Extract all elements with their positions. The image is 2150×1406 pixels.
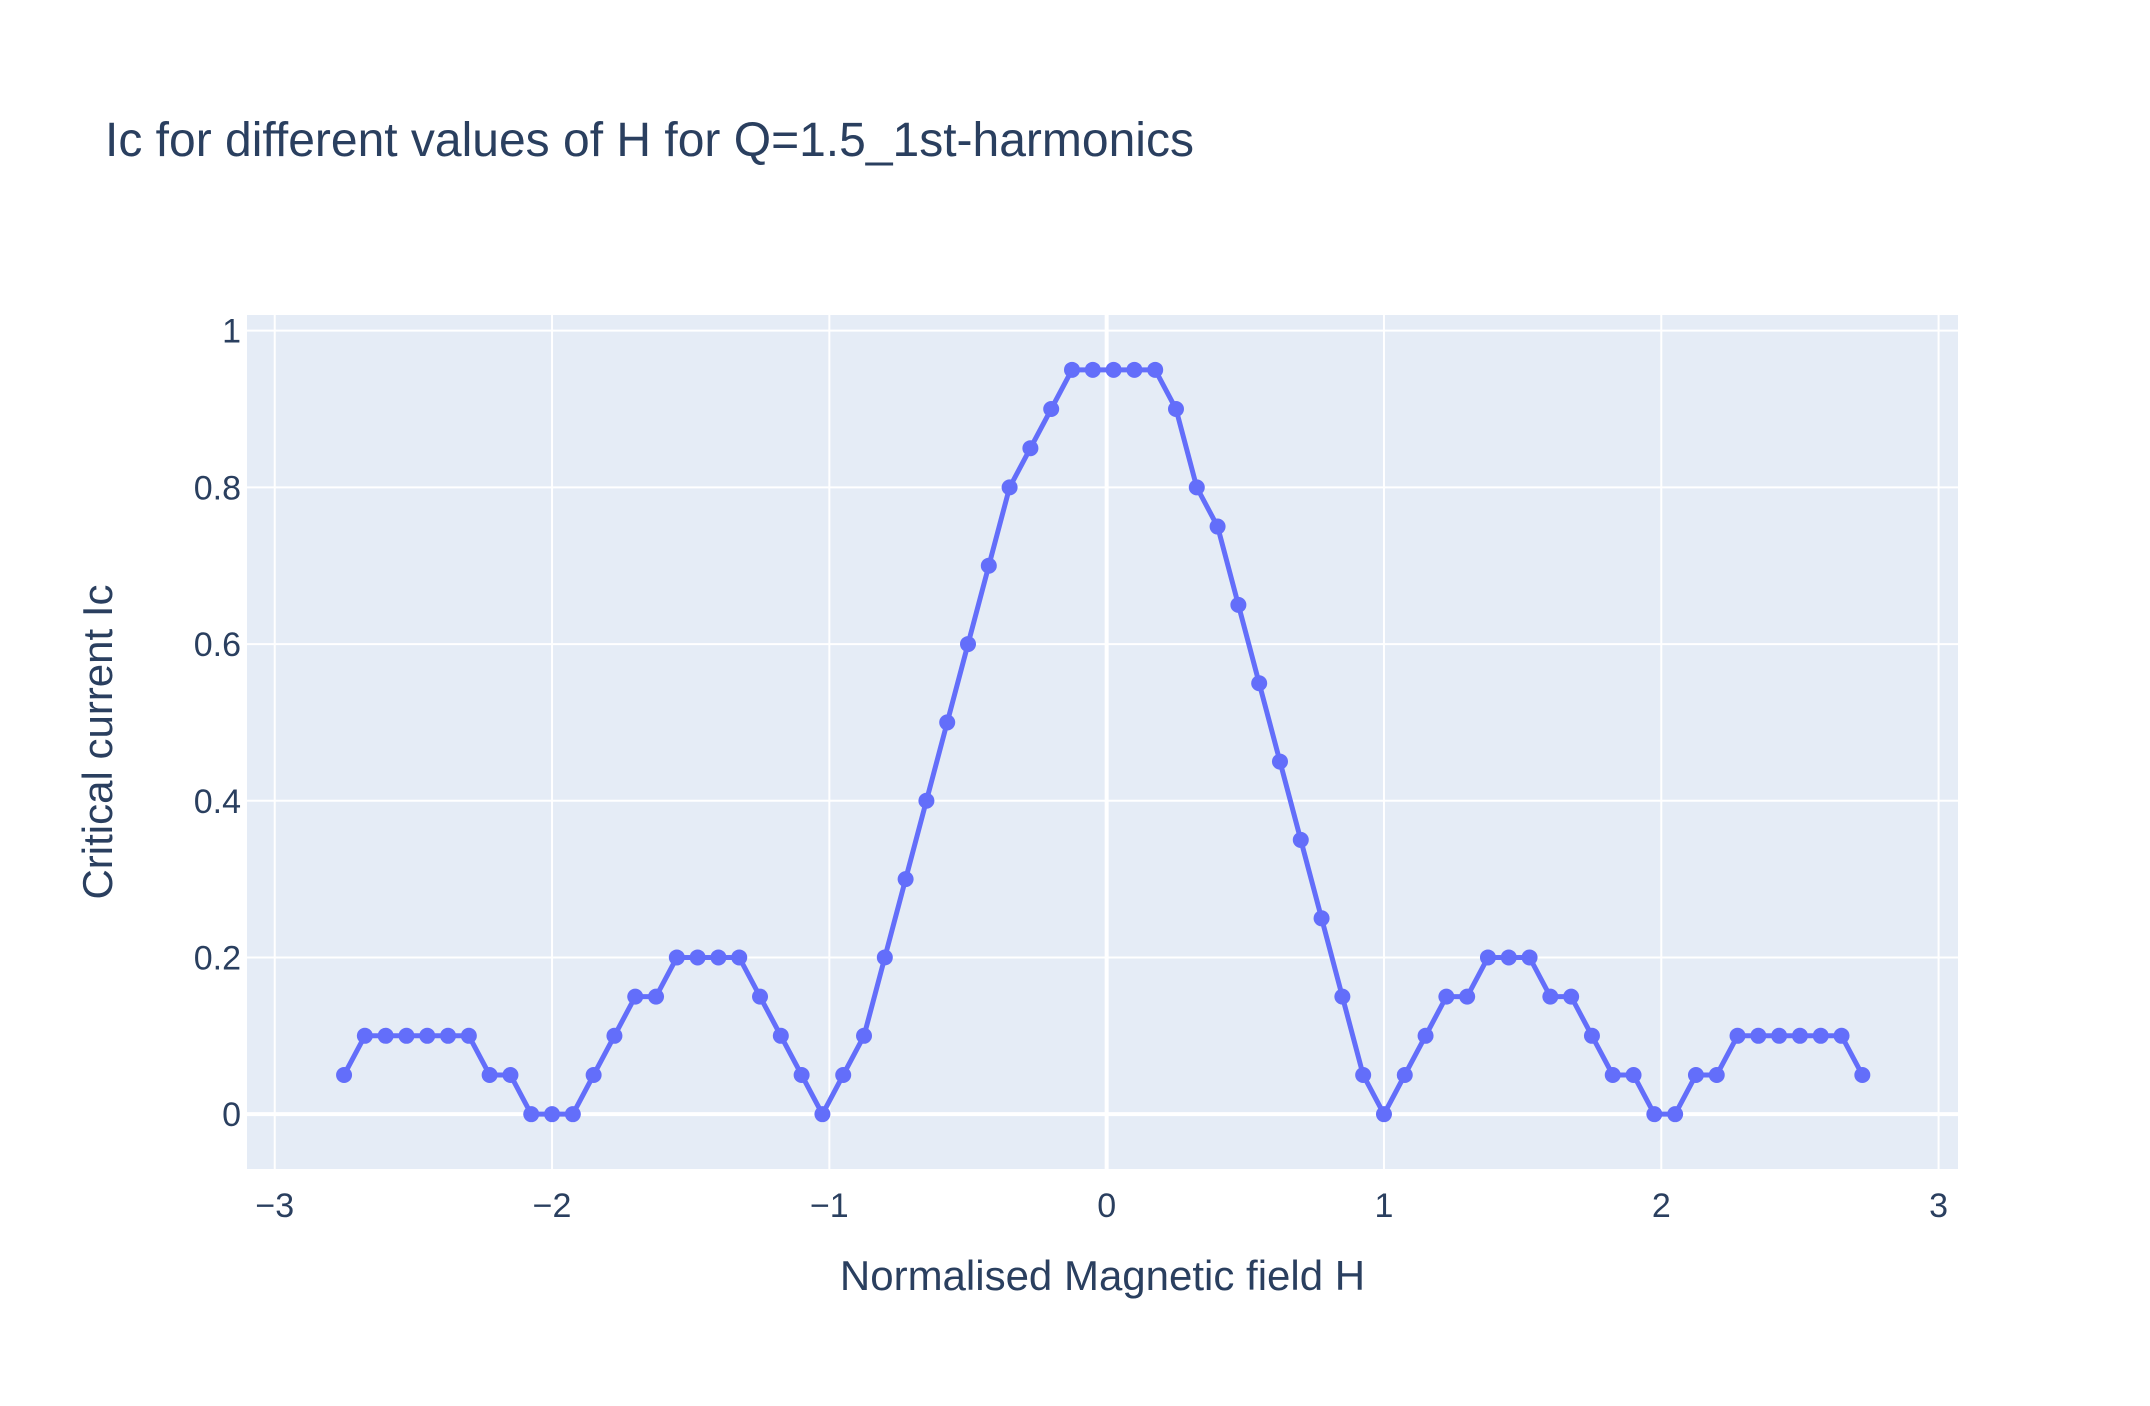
data-point xyxy=(1209,518,1226,535)
data-point xyxy=(1812,1027,1829,1044)
plot-area xyxy=(247,315,1958,1169)
data-point xyxy=(1542,988,1559,1005)
data-point xyxy=(481,1066,498,1083)
data-point xyxy=(1105,361,1122,378)
data-point xyxy=(1583,1027,1600,1044)
data-point xyxy=(710,949,727,966)
data-point xyxy=(1271,753,1288,770)
data-point xyxy=(1667,1106,1684,1123)
data-point xyxy=(1521,949,1538,966)
data-point xyxy=(1417,1027,1434,1044)
x-tick-label: 2 xyxy=(1652,1187,1671,1225)
data-point xyxy=(856,1027,873,1044)
data-point xyxy=(1396,1066,1413,1083)
data-point xyxy=(1147,361,1164,378)
data-point xyxy=(1313,910,1330,927)
data-point xyxy=(460,1027,477,1044)
y-axis-ticks: 0 0.2 0.4 0.6 0.8 1 xyxy=(194,313,241,1134)
y-axis-title: Critical current Ic xyxy=(74,584,121,899)
x-tick-label: 3 xyxy=(1929,1187,1948,1225)
data-point xyxy=(336,1066,353,1083)
x-tick-label: −2 xyxy=(533,1187,572,1225)
data-point xyxy=(1126,361,1143,378)
data-point xyxy=(1084,361,1101,378)
data-point xyxy=(1604,1066,1621,1083)
data-point xyxy=(793,1066,810,1083)
data-point xyxy=(731,949,748,966)
data-point xyxy=(356,1027,373,1044)
data-point xyxy=(939,714,956,731)
data-point xyxy=(440,1027,457,1044)
data-point xyxy=(752,988,769,1005)
data-point xyxy=(523,1106,540,1123)
data-point xyxy=(1833,1027,1850,1044)
x-tick-label: 0 xyxy=(1097,1187,1116,1225)
data-point xyxy=(606,1027,623,1044)
y-tick-label: 0.4 xyxy=(194,783,241,821)
data-point xyxy=(1251,675,1268,692)
data-point xyxy=(960,636,977,653)
data-point xyxy=(668,949,685,966)
data-point xyxy=(544,1106,561,1123)
data-point xyxy=(1459,988,1476,1005)
data-point xyxy=(1563,988,1580,1005)
data-point xyxy=(1292,831,1309,848)
data-point xyxy=(1500,949,1517,966)
data-point xyxy=(980,557,997,574)
data-point xyxy=(398,1027,415,1044)
y-tick-label: 0.2 xyxy=(194,939,241,977)
data-point xyxy=(1167,401,1184,418)
data-point xyxy=(1625,1066,1642,1083)
data-point xyxy=(1043,401,1060,418)
data-point xyxy=(1750,1027,1767,1044)
grid-lines xyxy=(247,315,1958,1169)
y-tick-label: 0.6 xyxy=(194,626,241,664)
data-point xyxy=(419,1027,436,1044)
y-tick-label: 1 xyxy=(222,313,241,351)
y-tick-label: 0 xyxy=(222,1096,241,1134)
data-point xyxy=(377,1027,394,1044)
data-point xyxy=(1001,479,1018,496)
data-point xyxy=(876,949,893,966)
data-point xyxy=(772,1027,789,1044)
data-point xyxy=(1729,1027,1746,1044)
series-layer xyxy=(336,361,1871,1123)
data-point xyxy=(1646,1106,1663,1123)
x-tick-label: −3 xyxy=(255,1187,294,1225)
data-point xyxy=(1334,988,1351,1005)
data-point xyxy=(627,988,644,1005)
x-axis-ticks: −3 −2 −1 0 1 2 3 xyxy=(255,1187,1948,1225)
data-point xyxy=(689,949,706,966)
data-point xyxy=(835,1066,852,1083)
y-tick-label: 0.8 xyxy=(194,469,241,507)
data-point xyxy=(1771,1027,1788,1044)
data-point xyxy=(1188,479,1205,496)
data-point xyxy=(502,1066,519,1083)
data-point xyxy=(1355,1066,1372,1083)
x-tick-label: −1 xyxy=(810,1187,849,1225)
data-point xyxy=(1791,1027,1808,1044)
data-point xyxy=(1375,1106,1392,1123)
data-point xyxy=(1022,440,1039,457)
data-point xyxy=(648,988,665,1005)
data-point xyxy=(585,1066,602,1083)
x-axis-title: Normalised Magnetic field H xyxy=(840,1252,1365,1299)
data-point xyxy=(1854,1066,1871,1083)
data-point xyxy=(897,871,914,888)
data-point xyxy=(1230,596,1247,613)
data-point xyxy=(1063,361,1080,378)
data-point xyxy=(814,1106,831,1123)
data-point xyxy=(918,792,935,809)
x-tick-label: 1 xyxy=(1375,1187,1394,1225)
data-point xyxy=(1687,1066,1704,1083)
chart-title: Ic for different values of H for Q=1.5_1… xyxy=(105,114,1194,167)
data-point xyxy=(1438,988,1455,1005)
data-point xyxy=(1479,949,1496,966)
data-point xyxy=(564,1106,581,1123)
data-point xyxy=(1708,1066,1725,1083)
